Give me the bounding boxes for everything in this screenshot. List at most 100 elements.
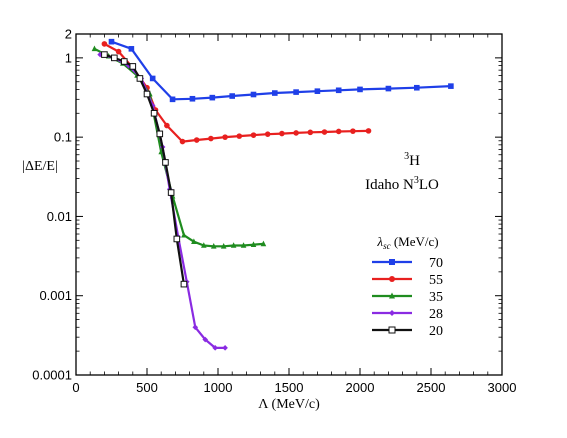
data-point [191, 238, 197, 245]
data-point [230, 242, 237, 248]
series-line [93, 47, 264, 248]
data-point [108, 38, 115, 45]
legend-swatch-marker [389, 310, 395, 316]
legend-item: 55 [372, 273, 443, 288]
series-20 [101, 51, 188, 288]
legend: 70 55 35 28 20 [372, 256, 443, 339]
data-point [192, 324, 199, 331]
data-point [222, 345, 228, 351]
data-point [414, 84, 420, 91]
data-point [115, 48, 122, 55]
x-tick-label: 1000 [204, 380, 233, 395]
x-tick-label: 1500 [275, 380, 304, 395]
data-point [129, 63, 137, 70]
y-tick-label: 0.01 [47, 209, 72, 224]
data-point [357, 86, 363, 93]
data-point [222, 134, 228, 140]
series-layer [91, 38, 454, 351]
legend-label: 35 [429, 290, 443, 305]
data-point [385, 85, 392, 92]
series-line [111, 40, 451, 101]
data-point [169, 96, 176, 103]
annotation-potential-prefix: Idaho N [365, 177, 414, 193]
data-point [150, 109, 158, 117]
x-tick-label: 2500 [417, 380, 446, 395]
legend-swatch-marker [388, 326, 396, 334]
data-point [365, 128, 372, 134]
legend-label: 28 [429, 307, 443, 322]
annotation-potential-suffix: LO [419, 177, 439, 193]
legend-item: 20 [372, 324, 443, 339]
data-point [181, 231, 187, 238]
data-point [120, 58, 128, 65]
data-point [250, 132, 257, 138]
data-point [212, 345, 218, 351]
legend-label: 55 [429, 273, 443, 288]
data-point [314, 88, 321, 94]
data-point [136, 75, 144, 82]
series-70 [108, 38, 454, 103]
data-point [173, 235, 181, 243]
legend-item: 35 [372, 290, 443, 305]
series-55 [101, 41, 372, 145]
x-tick-label: 2000 [346, 380, 375, 395]
annotation-potential: Idaho N3LO [365, 175, 439, 193]
data-point [189, 95, 196, 102]
legend-title-sub: sc [383, 241, 391, 251]
data-point [260, 240, 267, 247]
data-point [335, 87, 342, 94]
data-point [101, 41, 108, 47]
y-tick-label: 2 [65, 27, 72, 42]
data-point [208, 135, 214, 142]
data-point [250, 91, 257, 98]
data-point [101, 51, 108, 58]
data-point [128, 46, 135, 52]
data-point [236, 133, 243, 139]
data-point [264, 131, 271, 137]
legend-title: λsc (MeV/c) [376, 234, 438, 251]
annotation-potential-sup: 3 [414, 175, 419, 186]
data-point [250, 241, 257, 248]
series-line [104, 53, 185, 285]
y-tick-label: 0.1 [54, 130, 72, 145]
data-point [149, 75, 156, 82]
data-point [229, 93, 235, 99]
data-point [321, 129, 328, 135]
data-point [193, 137, 200, 143]
legend-title-main: λ [376, 234, 383, 249]
data-point [143, 90, 151, 98]
data-point [111, 54, 118, 62]
annotation: 3H Idaho N3LO [365, 151, 439, 193]
data-point [240, 242, 247, 248]
data-point [210, 243, 217, 249]
legend-swatch-marker [389, 259, 395, 265]
data-point [272, 90, 278, 96]
x-tick-label: 500 [136, 380, 158, 395]
data-point [162, 159, 169, 166]
legend-label: 70 [429, 256, 443, 271]
legend-swatch-marker [389, 276, 395, 282]
data-point [201, 242, 207, 248]
series-28 [97, 51, 228, 351]
y-tick-label: 0.001 [39, 288, 72, 303]
data-point [293, 89, 299, 95]
legend-label: 20 [429, 324, 443, 339]
y-tick-label: 0.0001 [32, 368, 72, 383]
x-tick-label: 0 [72, 380, 79, 395]
data-point [220, 243, 227, 249]
data-point [448, 83, 454, 89]
annotation-nucleus: 3H [404, 151, 420, 169]
x-tick-label: 3000 [488, 380, 517, 395]
legend-item: 70 [372, 256, 443, 271]
data-point [209, 94, 216, 101]
y-axis-label: |ΔE/E| [22, 159, 58, 174]
x-axis-label: Λ (MeV/c) [258, 397, 320, 412]
data-point [350, 128, 356, 134]
legend-swatch-marker [389, 292, 395, 299]
annotation-nucleus-symbol: H [409, 153, 420, 169]
data-point [279, 130, 285, 137]
data-point [167, 189, 175, 196]
data-point [335, 128, 342, 135]
